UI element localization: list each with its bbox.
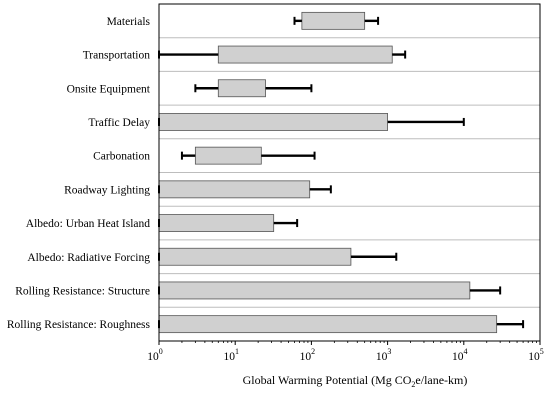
x-axis-title-subscript: 2 (411, 380, 415, 389)
bar (158, 180, 311, 199)
category-label: Albedo: Urban Heat Island (26, 218, 150, 230)
x-axis-title: Global Warming Potential (Mg CO2e/lane-k… (243, 373, 468, 389)
x-tick-exponent: 1 (235, 347, 239, 356)
x-tick-base: 10 (452, 351, 464, 363)
bar (217, 79, 266, 98)
category-label: Onsite Equipment (67, 83, 151, 95)
x-tick-label: 105 (528, 347, 544, 363)
category-label: Transportation (83, 50, 151, 62)
category-label: Roadway Lighting (64, 184, 150, 196)
grid-lines (159, 37, 540, 308)
category-labels: Materials Transportation Onsite Equipment T… (7, 16, 151, 331)
bar (158, 214, 275, 232)
category-label: Rolling Resistance: Structure (15, 285, 150, 297)
x-tick-exponent: 3 (387, 347, 391, 356)
x-tick-label: 100 (147, 347, 163, 363)
x-axis-title-suffix: e/lane-km) (415, 373, 467, 387)
x-tick-exponent: 2 (311, 347, 315, 356)
category-label: Rolling Resistance: Roughness (7, 319, 151, 331)
bar (301, 11, 366, 30)
x-axis-title-prefix: Global Warming Potential (Mg CO (243, 373, 412, 387)
x-tick-label: 103 (376, 347, 392, 363)
category-label: Traffic Delay (88, 117, 150, 129)
plot-frame (158, 3, 541, 342)
bar (217, 45, 393, 64)
category-label: Albedo: Radiative Forcing (27, 252, 150, 264)
bar (194, 146, 262, 165)
category-label: Materials (107, 16, 151, 28)
x-tick-label: 101 (223, 347, 239, 363)
x-tick-exponent: 4 (464, 347, 468, 356)
x-tick-base: 10 (376, 351, 388, 363)
x-tick-label: 104 (452, 347, 468, 363)
bar (158, 247, 352, 266)
bar (158, 281, 471, 300)
x-tick-exponent: 0 (159, 347, 163, 356)
x-tick-exponent: 5 (540, 347, 544, 356)
bar (158, 113, 389, 131)
x-tick-base: 10 (300, 351, 312, 363)
x-tick-base: 10 (147, 351, 159, 363)
category-label: Carbonation (93, 151, 150, 163)
x-tick-base: 10 (528, 351, 540, 363)
x-tick-labels: 100 101 102 103 104 105 (147, 341, 544, 363)
x-tick-label: 102 (300, 347, 316, 363)
x-tick-base: 10 (223, 351, 235, 363)
bar (158, 315, 498, 334)
